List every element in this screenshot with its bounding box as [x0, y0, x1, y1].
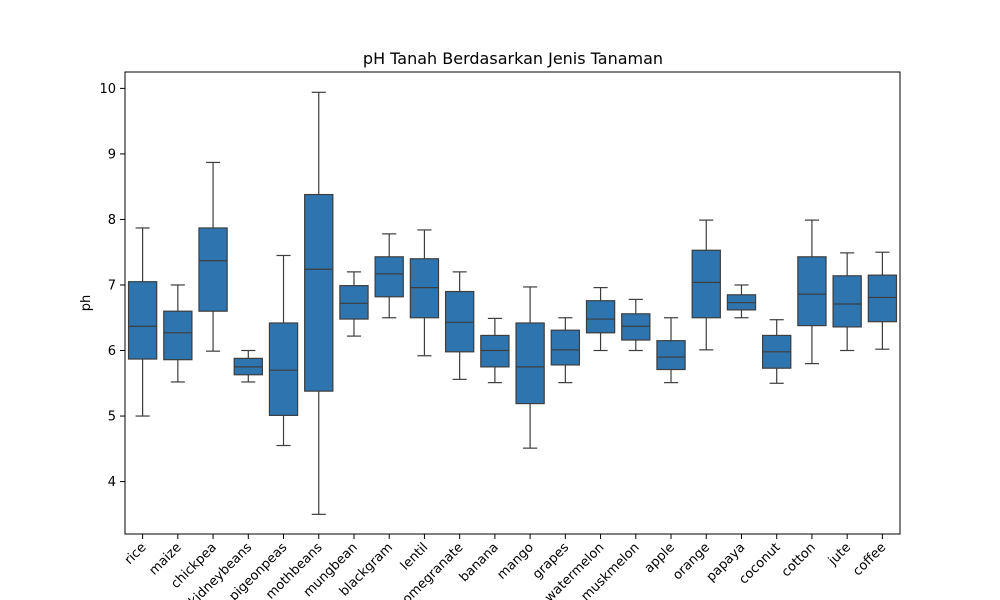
- x-axis: ricemaizechickpeakidneybeanspigeonpeasmo…: [122, 534, 889, 600]
- box-iqr: [374, 256, 404, 298]
- plot-area: [127, 91, 898, 515]
- box-cotton: [797, 219, 827, 365]
- box-pigeonpeas: [268, 254, 299, 447]
- x-tick-label: rice: [122, 540, 150, 568]
- y-tick-label: 8: [108, 213, 116, 228]
- x-tick-label: banana: [457, 540, 502, 585]
- box-iqr: [268, 322, 299, 416]
- y-axis: 4 5 6 7 8 9 10: [99, 82, 125, 490]
- box-iqr: [409, 258, 440, 319]
- box-iqr: [480, 334, 510, 368]
- box-iqr: [550, 329, 581, 366]
- box-iqr: [867, 274, 898, 323]
- x-tick-label: cotton: [779, 540, 819, 580]
- box-iqr: [621, 313, 651, 341]
- y-tick-label: 7: [108, 278, 116, 293]
- box-papaya: [726, 284, 757, 319]
- x-tick-label: coffee: [850, 540, 889, 579]
- box-iqr: [127, 281, 158, 360]
- box-iqr: [832, 275, 862, 328]
- box-iqr: [339, 285, 369, 320]
- box-iqr: [304, 193, 334, 392]
- box-coconut: [762, 319, 792, 384]
- box-mothbeans: [304, 91, 334, 515]
- box-muskmelon: [621, 298, 651, 352]
- y-tick-label: 6: [108, 344, 116, 359]
- box-iqr: [585, 300, 616, 334]
- box-banana: [480, 317, 510, 384]
- x-tick-label: mango: [494, 540, 537, 583]
- box-iqr: [691, 249, 721, 319]
- box-blackgram: [374, 233, 404, 319]
- box-orange: [691, 219, 721, 351]
- box-mungbean: [339, 271, 369, 337]
- box-rice: [127, 227, 158, 417]
- box-coffee: [867, 251, 898, 350]
- box-watermelon: [585, 287, 616, 352]
- x-tick-label: jute: [825, 540, 854, 569]
- y-tick-label: 5: [108, 410, 116, 425]
- box-jute: [832, 252, 862, 352]
- box-iqr: [163, 310, 193, 361]
- box-grapes: [550, 317, 581, 384]
- box-iqr: [656, 340, 686, 371]
- plot-frame: [124, 71, 901, 535]
- y-tick-label: 4: [108, 475, 116, 490]
- box-chickpea: [198, 161, 228, 352]
- box-mango: [515, 286, 545, 449]
- y-axis-label: ph: [79, 295, 94, 312]
- y-tick-label: 10: [99, 82, 116, 97]
- box-maize: [163, 284, 193, 383]
- box-pomegranate: [444, 271, 475, 380]
- chart-title: pH Tanah Berdasarkan Jenis Tanaman: [363, 49, 663, 68]
- box-lentil: [409, 229, 440, 357]
- box-iqr: [515, 322, 545, 405]
- box-apple: [656, 317, 686, 384]
- y-tick-label: 9: [108, 147, 116, 162]
- box-iqr: [444, 290, 475, 353]
- box-kidneybeans: [233, 349, 263, 383]
- box-iqr: [198, 227, 228, 312]
- box-iqr: [797, 256, 827, 327]
